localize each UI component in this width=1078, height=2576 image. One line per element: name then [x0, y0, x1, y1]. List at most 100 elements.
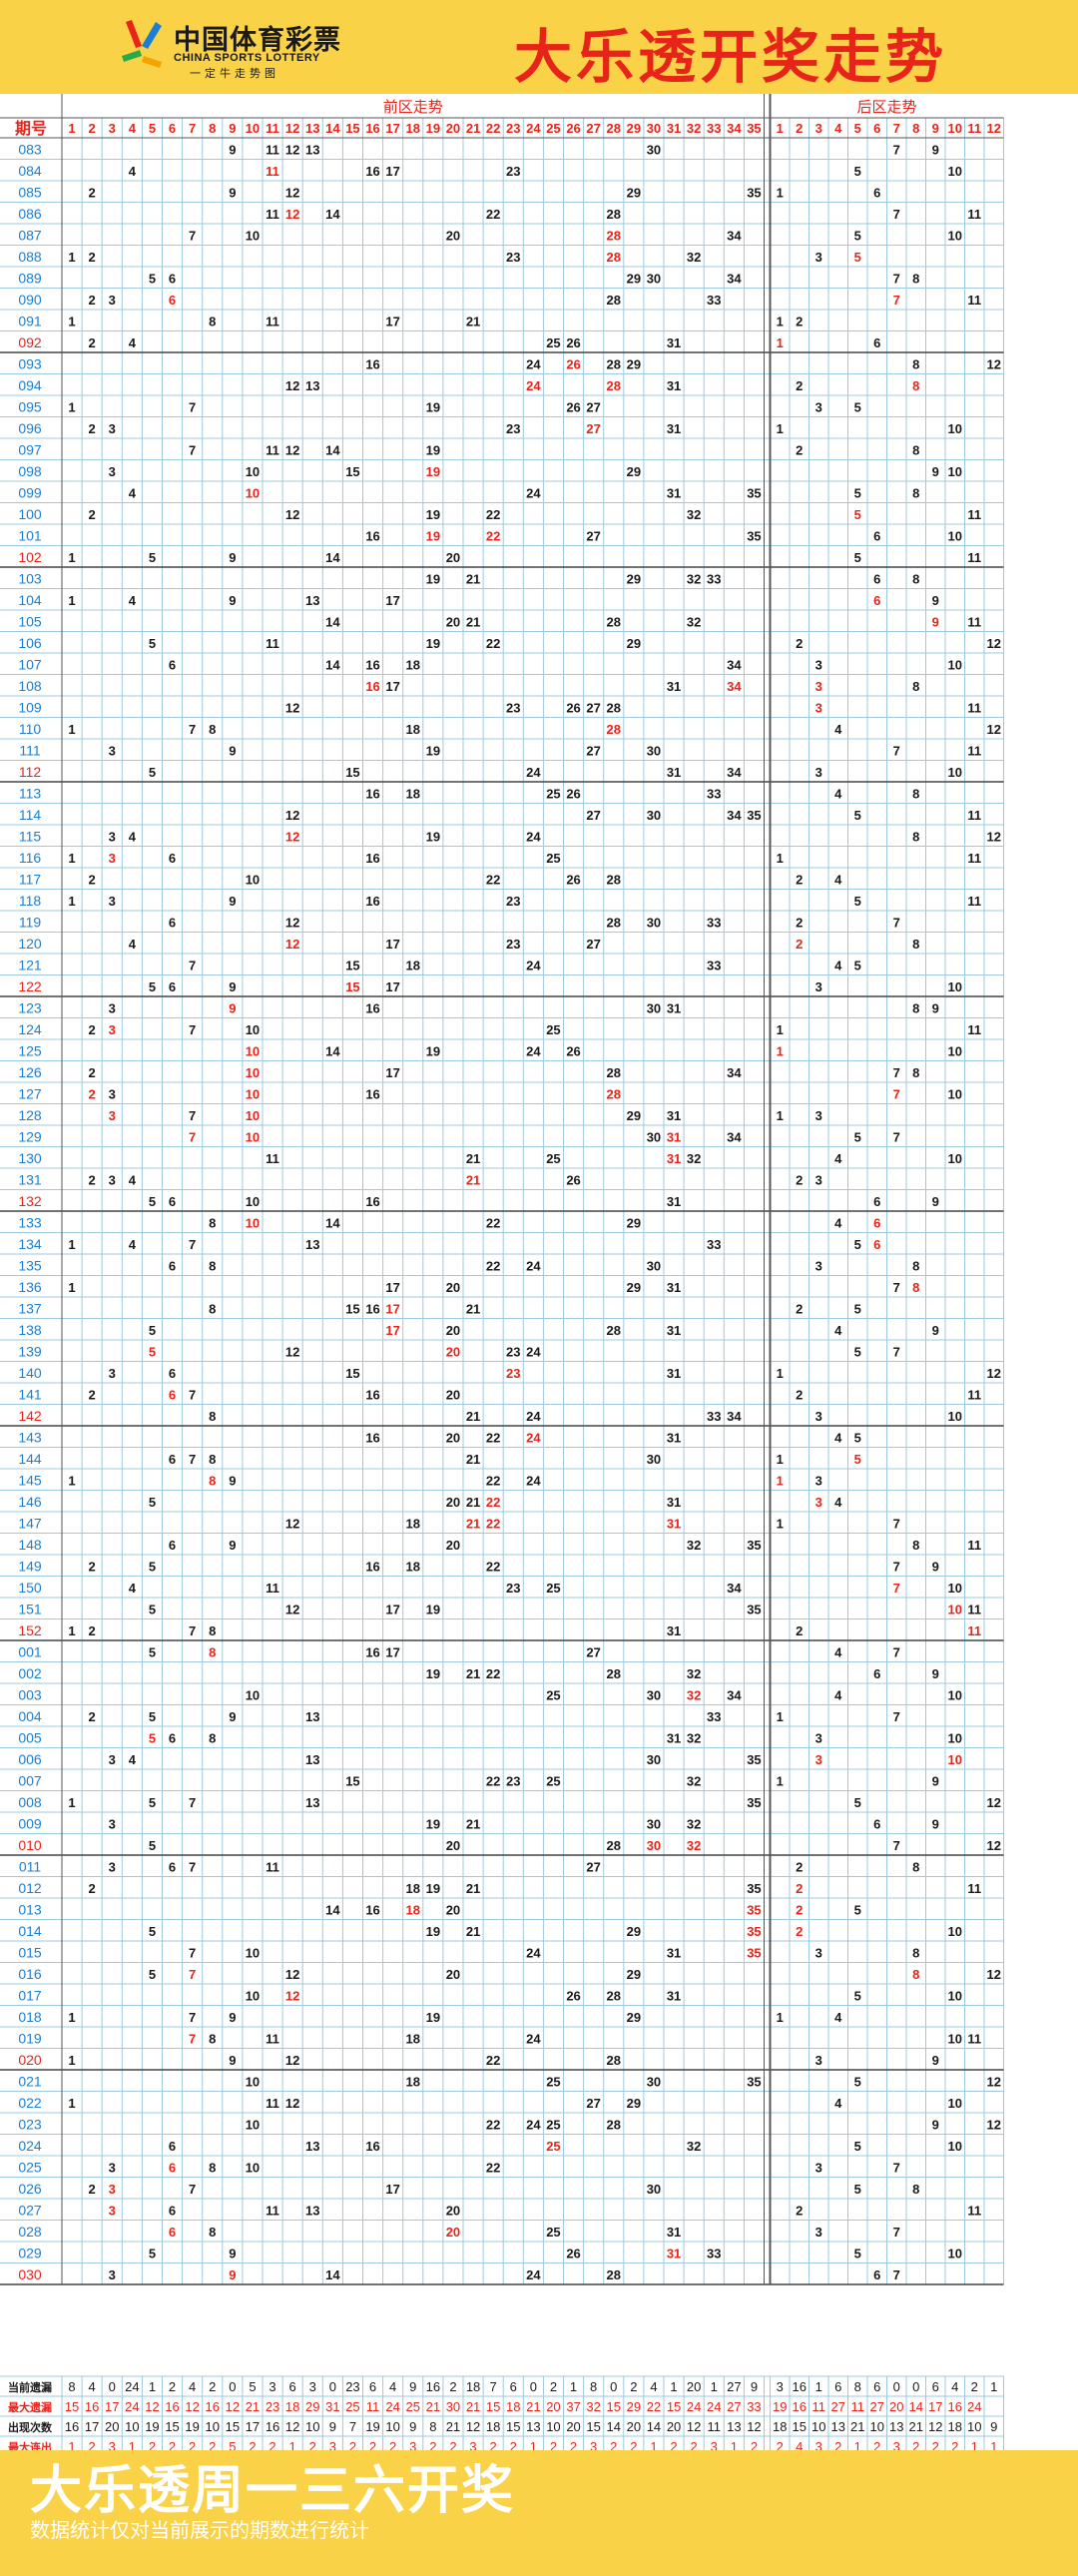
- stat-front-value: 2: [570, 2439, 577, 2450]
- issue-number: 118: [19, 893, 42, 909]
- front-number: 25: [546, 2139, 560, 2154]
- back-column-label: 4: [834, 121, 842, 136]
- issue-number: 130: [18, 1150, 42, 1166]
- front-number: 4: [129, 937, 137, 952]
- front-number: 2: [89, 507, 96, 522]
- stat-front-value: 1: [530, 2439, 537, 2450]
- front-number: 12: [285, 830, 299, 845]
- page-header: 中国体育彩票 CHINA SPORTS LOTTERY 一定牛走势图 大乐透开奖…: [0, 0, 1078, 94]
- front-number: 29: [627, 1967, 641, 1982]
- front-number: 27: [586, 400, 600, 415]
- stat-back-value: 4: [796, 2439, 803, 2450]
- back-number: 7: [893, 207, 900, 222]
- front-number: 1: [68, 2010, 75, 2025]
- back-number: 3: [815, 2225, 822, 2240]
- front-number: 19: [426, 464, 440, 479]
- front-number: 8: [209, 1216, 216, 1231]
- front-column-label: 16: [365, 121, 379, 136]
- stat-front-value: 2: [550, 2439, 557, 2450]
- front-number: 23: [506, 701, 520, 716]
- back-number: 6: [873, 1817, 880, 1832]
- front-number: 24: [526, 1431, 541, 1446]
- front-number: 29: [627, 1924, 641, 1939]
- front-number: 9: [229, 550, 236, 565]
- stat-back-value: 1: [990, 2379, 997, 2394]
- stat-back-value: 15: [793, 2419, 807, 2434]
- issue-number: 134: [18, 1236, 42, 1252]
- front-number: 19: [426, 443, 440, 458]
- front-number: 26: [566, 701, 580, 716]
- issue-number: 104: [18, 592, 42, 608]
- back-number: 5: [854, 1130, 861, 1145]
- stat-front-value: 21: [446, 2419, 460, 2434]
- front-number: 10: [246, 1108, 260, 1123]
- front-number: 32: [687, 2139, 701, 2154]
- front-number: 7: [189, 722, 196, 737]
- front-number: 28: [607, 1989, 621, 2004]
- stat-front-value: 7: [490, 2379, 497, 2394]
- back-number: 7: [893, 1581, 900, 1596]
- front-number: 21: [466, 1517, 480, 1532]
- front-number: 25: [546, 335, 560, 350]
- front-number: 29: [627, 464, 641, 479]
- back-number: 9: [932, 1560, 939, 1575]
- back-number: 11: [967, 293, 981, 308]
- front-number: 24: [526, 959, 541, 973]
- front-number: 17: [385, 1302, 399, 1317]
- front-number: 19: [426, 1924, 440, 1939]
- stat-front-value: 0: [329, 2379, 336, 2394]
- back-number: 6: [873, 593, 880, 608]
- front-number: 9: [229, 2247, 236, 2261]
- front-column-label: 13: [305, 121, 319, 136]
- back-number: 6: [873, 1666, 880, 1681]
- front-number: 11: [266, 2204, 279, 2219]
- stat-front-value: 7: [349, 2419, 356, 2434]
- stat-back-value: 17: [928, 2399, 942, 2414]
- stat-front-value: 4: [189, 2379, 196, 2394]
- front-number: 33: [707, 787, 721, 802]
- front-number: 11: [266, 1581, 279, 1596]
- front-number: 3: [109, 2204, 116, 2219]
- front-number: 17: [385, 1065, 399, 1080]
- back-number: 3: [815, 2053, 822, 2068]
- back-number: 2: [796, 1388, 803, 1403]
- back-number: 3: [815, 2161, 822, 2176]
- front-number: 35: [747, 1924, 761, 1939]
- back-number: 10: [948, 164, 962, 179]
- back-number: 12: [987, 1838, 1001, 1853]
- front-number: 2: [89, 335, 96, 350]
- front-number: 3: [109, 1087, 116, 1102]
- front-column-label: 26: [566, 121, 580, 136]
- issue-number: 106: [18, 635, 42, 651]
- front-number: 33: [707, 2247, 721, 2261]
- front-number: 21: [466, 1495, 480, 1510]
- stat-front-value: 10: [385, 2419, 399, 2434]
- front-number: 24: [526, 830, 541, 845]
- back-number: 4: [834, 959, 842, 973]
- issue-number: 145: [18, 1473, 42, 1489]
- front-number: 29: [627, 272, 641, 287]
- front-number: 32: [687, 1666, 701, 1681]
- front-number: 21: [466, 315, 480, 329]
- stat-back-value: 6: [932, 2379, 939, 2394]
- back-number: 9: [932, 615, 939, 630]
- back-number: 7: [893, 744, 900, 759]
- front-number: 31: [667, 421, 681, 436]
- front-number: 5: [149, 765, 156, 780]
- stat-front-value: 21: [466, 2399, 480, 2414]
- front-number: 12: [285, 1967, 299, 1982]
- stat-front-value: 9: [409, 2379, 416, 2394]
- front-number: 1: [68, 2096, 75, 2111]
- back-number: 11: [967, 1881, 981, 1896]
- back-number: 7: [893, 1838, 900, 1853]
- front-number: 11: [266, 164, 279, 179]
- back-number: 10: [948, 2096, 962, 2111]
- front-number: 14: [325, 207, 340, 222]
- front-number: 19: [426, 1666, 440, 1681]
- front-number: 5: [149, 2247, 156, 2261]
- stat-front-value: 18: [506, 2399, 520, 2414]
- back-number: 2: [796, 1881, 803, 1896]
- front-number: 3: [109, 464, 116, 479]
- back-number: 4: [834, 1323, 842, 1338]
- front-number: 35: [747, 529, 761, 544]
